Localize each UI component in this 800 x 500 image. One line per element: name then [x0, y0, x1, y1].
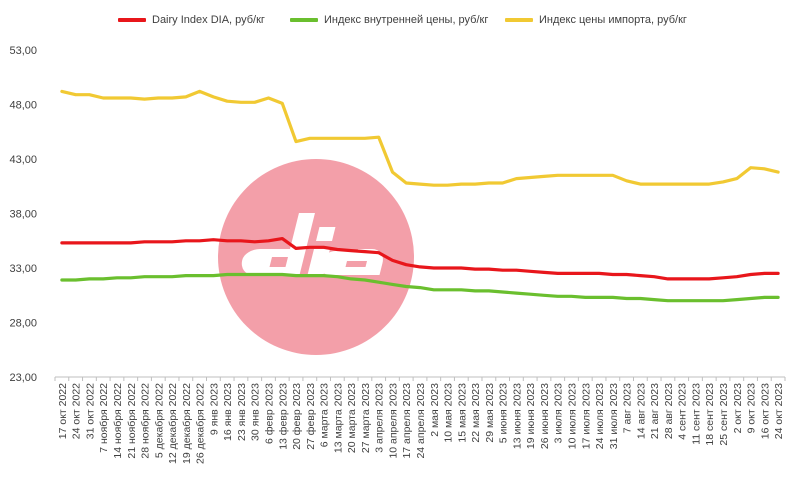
x-tick-label: 19 декабря 2022 — [181, 383, 193, 464]
series-line-2 — [60, 89, 780, 187]
series-layer — [60, 89, 780, 303]
y-tick-label: 48,00 — [9, 100, 37, 112]
x-tick-label: 13 марта 2023 — [332, 383, 344, 453]
x-tick-label: 16 янв 2023 — [222, 383, 234, 441]
x-tick-label: 11 сент 2023 — [690, 383, 702, 445]
x-tick-label: 25 сент 2023 — [718, 383, 730, 446]
x-tick-label: 7 авг 2023 — [622, 383, 634, 433]
legend-swatch-yellow — [505, 18, 533, 22]
x-tick-label: 17 окт 2022 — [57, 383, 69, 439]
x-tick-label: 28 авг 2023 — [663, 383, 675, 439]
x-tick-label: 20 марта 2023 — [346, 383, 358, 453]
y-tick-label: 38,00 — [9, 209, 37, 221]
x-tick-label: 10 мая 2023 — [443, 383, 455, 443]
x-tick-label: 24 окт 2022 — [71, 383, 83, 439]
x-tick-label: 4 сент 2023 — [677, 383, 689, 440]
x-tick-label: 27 марта 2023 — [360, 383, 372, 453]
x-tick-label: 16 окт 2023 — [759, 383, 771, 439]
x-tick-label: 6 марта 2023 — [319, 383, 331, 447]
x-tick-label: 7 ноября 2022 — [98, 383, 110, 453]
x-tick-label: 21 авг 2023 — [649, 383, 661, 439]
logo-letters — [241, 213, 383, 275]
dia-logo-watermark — [218, 159, 414, 355]
legend-swatch-red — [118, 18, 146, 22]
x-tick-label: 29 мая 2023 — [484, 383, 496, 443]
x-tick-label: 17 апреля 2023 — [401, 383, 413, 459]
x-tick-label: 6 февр 2023 — [263, 383, 275, 444]
x-tick-label: 18 сент 2023 — [704, 383, 716, 446]
series-line-1 — [60, 272, 780, 303]
legend-swatch-green — [290, 18, 318, 22]
x-tick-label: 12 декабря 2022 — [167, 383, 179, 464]
x-tick-label: 26 декабря 2022 — [195, 383, 207, 464]
x-tick-label: 13 июня 2023 — [511, 383, 523, 449]
x-tick-label: 15 мая 2023 — [456, 383, 468, 443]
axes: 23,00 28,00 33,00 38,00 43,00 48,00 53,00 17 ок… — [9, 45, 786, 464]
x-tick-label: 30 янв 2023 — [250, 383, 262, 441]
series-line-0 — [60, 237, 780, 281]
x-tick-label: 27 февр 2023 — [305, 383, 317, 450]
legend-label-dairy-index: Dairy Index DIA, руб/кг — [152, 14, 265, 26]
x-tick-label: 24 окт 2023 — [773, 383, 785, 439]
x-tick-label: 10 июля 2023 — [567, 383, 579, 449]
legend-label-domestic-index: Индекс внутренней цены, руб/кг — [324, 14, 489, 26]
y-tick-label: 53,00 — [9, 45, 37, 57]
x-tick-label: 23 янв 2023 — [236, 383, 248, 441]
x-tick-label: 13 февр 2023 — [277, 383, 289, 450]
x-tick-label: 28 ноября 2022 — [140, 383, 152, 459]
x-tick-label: 24 июля 2023 — [594, 383, 606, 449]
x-tick-label: 5 декабря 2022 — [153, 383, 165, 458]
x-tick-label: 22 мая 2023 — [470, 383, 482, 443]
y-tick-label: 28,00 — [9, 318, 37, 330]
legend: Dairy Index DIA, руб/кг Индекс внутренне… — [0, 10, 800, 30]
x-tick-label: 20 февр 2023 — [291, 383, 303, 450]
legend-item-dairy-index: Dairy Index DIA, руб/кг — [118, 10, 265, 30]
legend-item-import-index: Индекс цены импорта, руб/кг — [505, 10, 687, 30]
x-tick-label: 31 июля 2023 — [608, 383, 620, 449]
y-tick-label: 43,00 — [9, 154, 37, 166]
x-tick-label: 3 апреля 2023 — [374, 383, 386, 453]
x-tick-label: 24 апреля 2023 — [415, 383, 427, 459]
x-tick-label: 5 июня 2023 — [498, 383, 510, 443]
y-tick-label: 33,00 — [9, 263, 37, 275]
x-tick-label: 26 июня 2023 — [539, 383, 551, 449]
x-tick-label: 3 июля 2023 — [553, 383, 565, 444]
x-tick-label: 19 июня 2023 — [525, 383, 537, 449]
x-tick-label: 2 окт 2023 — [732, 383, 744, 434]
x-tick-label: 9 окт 2023 — [746, 383, 758, 434]
x-tick-label: 31 окт 2022 — [84, 383, 96, 439]
x-tick-label: 14 авг 2023 — [635, 383, 647, 439]
y-tick-label: 23,00 — [9, 372, 37, 384]
x-tick-label: 10 апреля 2023 — [387, 383, 399, 459]
x-tick-label: 17 июля 2023 — [580, 383, 592, 449]
x-tick-label: 9 янв 2023 — [208, 383, 220, 435]
legend-label-import-index: Индекс цены импорта, руб/кг — [539, 14, 687, 26]
x-tick-label: 14 ноября 2022 — [112, 383, 124, 459]
legend-item-domestic-index: Индекс внутренней цены, руб/кг — [290, 10, 488, 30]
x-tick-label: 21 ноября 2022 — [126, 383, 138, 459]
x-tick-label: 2 мая 2023 — [429, 383, 441, 437]
